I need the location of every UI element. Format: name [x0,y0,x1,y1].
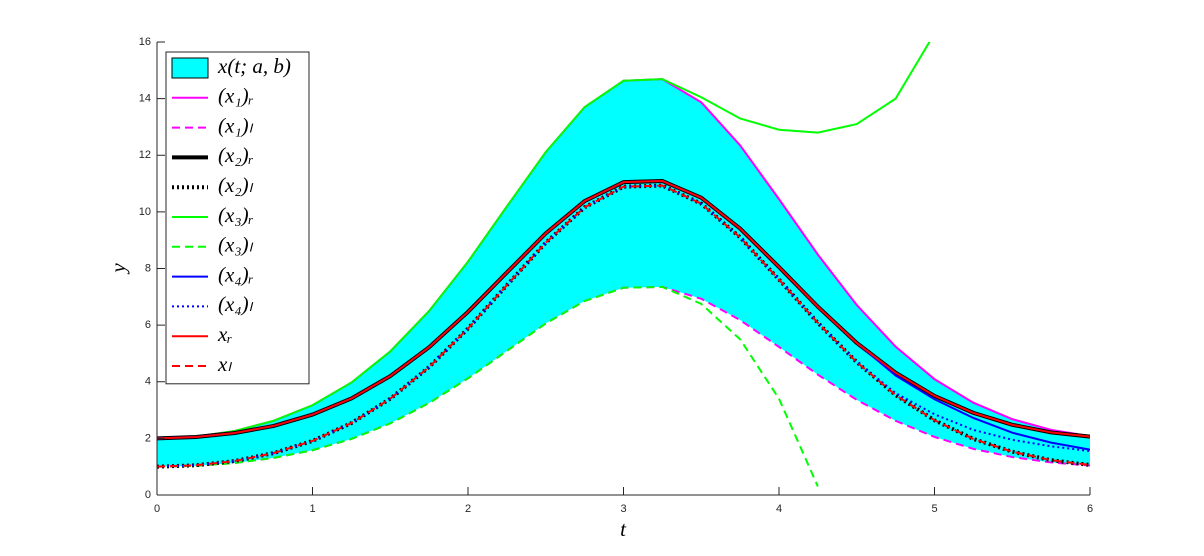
legend-label: (x₄)ₗ [218,292,254,316]
legend-label: xₗ [217,352,232,376]
y-tick-label: 6 [145,319,151,331]
legend-swatch [171,57,209,79]
y-tick-label: 14 [139,93,151,105]
legend-label: (x₁)ᵣ [218,84,254,108]
x-tick-label: 6 [1087,503,1093,515]
x-tick-label: 0 [154,503,160,515]
series-line [157,184,1090,468]
band-area [157,79,1090,467]
x-tick-label: 5 [931,503,937,515]
legend-label: (x₃)ᵣ [218,203,254,227]
y-tick-label: 0 [145,489,151,501]
y-tick-label: 16 [139,36,151,48]
plot-area [157,42,1090,487]
legend-label: (x₄)ᵣ [218,262,254,286]
series-line [157,285,819,487]
series-line [157,180,1090,440]
y-tick-label: 10 [139,206,151,218]
legend-label: (x₃)ₗ [218,233,254,257]
legend-label: xᵣ [217,322,233,346]
x-tick-label: 3 [620,503,626,515]
legend-label: (x₂)ᵣ [218,143,254,167]
y-axis-label: y [106,263,130,275]
legend-label: (x₂)ₗ [218,173,254,197]
y-tick-label: 8 [145,262,151,274]
legend-label: (x₁)ₗ [218,113,254,137]
x-tick-label: 1 [309,503,315,515]
x-tick-label: 4 [776,503,782,515]
y-tick-label: 2 [145,432,151,444]
x-axis-label: t [620,517,627,541]
x-tick-label: 2 [465,503,471,515]
y-tick-label: 12 [139,149,151,161]
series-line [157,42,931,440]
legend-label: x(t; a, b) [217,54,291,78]
y-tick-label: 4 [145,376,151,388]
legend: x(t; a, b) (x₁)ᵣ (x₁)ₗ (x₂)ᵣ (x₂)ₗ (x₃)ᵣ (x₃)ₗ… [165,51,310,385]
